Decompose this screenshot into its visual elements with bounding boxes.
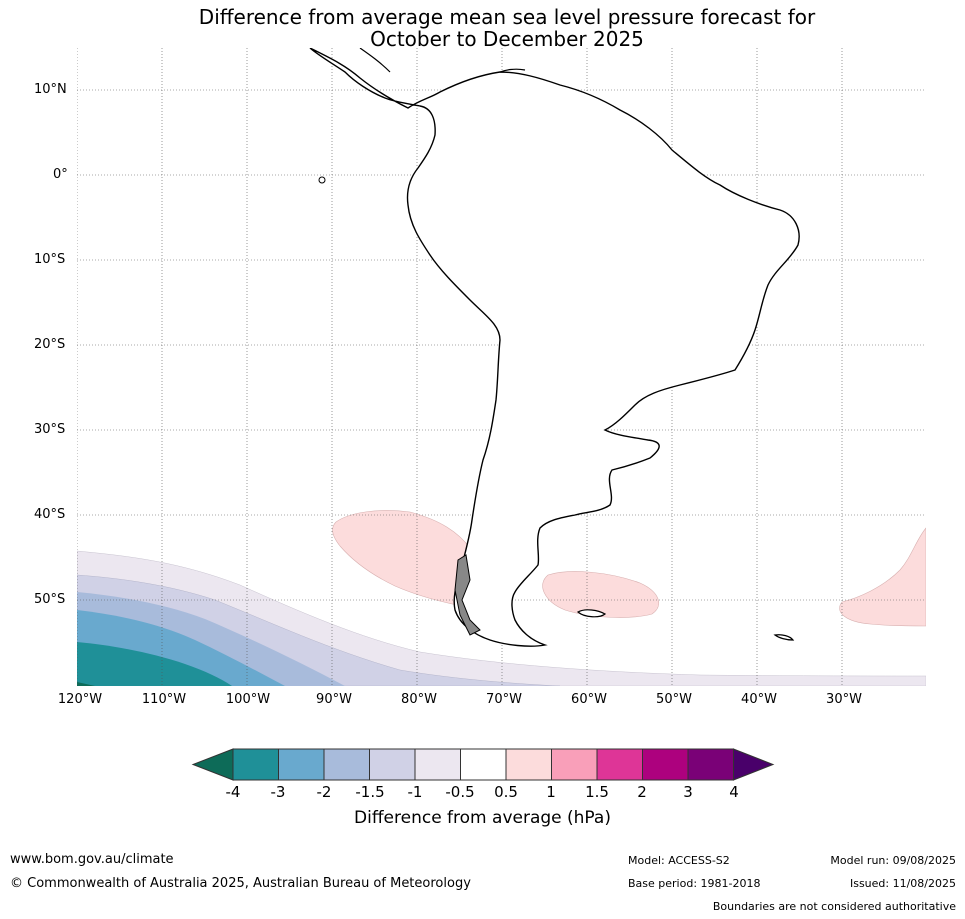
graticule (77, 48, 926, 686)
colorbar-segment (551, 748, 598, 781)
lat-label: 50°S (34, 592, 66, 607)
footer-copyright: © Commonwealth of Australia 2025, Austra… (10, 876, 471, 891)
footer-url[interactable]: www.bom.gov.au/climate (10, 852, 174, 867)
colorbar-tick-label: 3 (683, 783, 693, 801)
chilean-archipelago (454, 554, 481, 636)
colorbar-tick-label: -4 (225, 783, 241, 801)
lon-label: 120°W (57, 692, 103, 707)
footer-boundaries-note: Boundaries are not considered authoritat… (712, 900, 956, 913)
lon-label: 110°W (141, 692, 187, 707)
map-title-line-2: October to December 2025 (370, 27, 644, 51)
lon-label: 50°W (656, 692, 692, 707)
colorbar-tick-label: -1 (407, 783, 423, 801)
lon-label: 40°W (741, 692, 777, 707)
colorbar-label: Difference from average (hPa) (354, 808, 611, 828)
colorbar-tick-label: 1.5 (585, 783, 609, 801)
lat-label: 20°S (34, 337, 66, 352)
lat-label: 30°S (34, 422, 66, 437)
caribbean-coast (359, 48, 526, 73)
colorbar (191, 748, 775, 781)
colorbar-segment (596, 748, 643, 781)
lon-label: 30°W (826, 692, 862, 707)
anomaly-contour-minus-4 (77, 682, 95, 686)
colorbar-segment (323, 748, 370, 781)
colorbar-segment (369, 748, 416, 781)
colorbar-segment (278, 748, 325, 781)
colorbar-tick-label: 2 (637, 783, 647, 801)
footer-model: Model: ACCESS-S2 (628, 854, 730, 867)
colorbar-tick-label: -2 (316, 783, 332, 801)
colorbar-extend-low (191, 748, 234, 781)
colorbar-segment (687, 748, 734, 781)
island-south-georgia (773, 634, 795, 641)
lat-label: 40°S (34, 507, 66, 522)
colorbar-segment (232, 748, 279, 781)
colorbar-tick-label: 4 (729, 783, 739, 801)
lon-label: 60°W (571, 692, 607, 707)
lat-label: 10°N (34, 82, 67, 97)
lat-label: 10°S (34, 252, 66, 267)
south-america-coastline (309, 48, 800, 647)
footer-model-run: Model run: 09/08/2025 (830, 854, 956, 867)
anomaly-contour-minus-3 (77, 642, 232, 686)
footer-base-period: Base period: 1981-2018 (628, 877, 761, 890)
colorbar-segment (505, 748, 552, 781)
colorbar-tick-label: -3 (270, 783, 286, 801)
colorbar-tick-label: -0.5 (445, 783, 475, 801)
lon-label: 100°W (225, 692, 271, 707)
colorbar-extend-high (733, 748, 775, 781)
lat-label: 0° (53, 167, 68, 182)
lon-label: 80°W (401, 692, 437, 707)
colorbar-tick-label: 0.5 (494, 783, 518, 801)
colorbar-tick-label: -1.5 (355, 783, 385, 801)
falkland-islands (576, 609, 607, 618)
colorbar-segment (414, 748, 461, 781)
map-title-line-1: Difference from average mean sea level p… (198, 5, 816, 29)
galapagos-islands (318, 176, 326, 184)
lon-label: 90°W (316, 692, 352, 707)
footer-issued: Issued: 11/08/2025 (849, 877, 956, 890)
colorbar-segment (460, 748, 507, 781)
anomaly-contour-plus-0.5-atlantic (542, 571, 660, 618)
anomaly-contour-plus-0.5-east (839, 527, 926, 627)
colorbar-tick-label: 1 (546, 783, 556, 801)
lon-label: 70°W (486, 692, 522, 707)
colorbar-segment (642, 748, 689, 781)
